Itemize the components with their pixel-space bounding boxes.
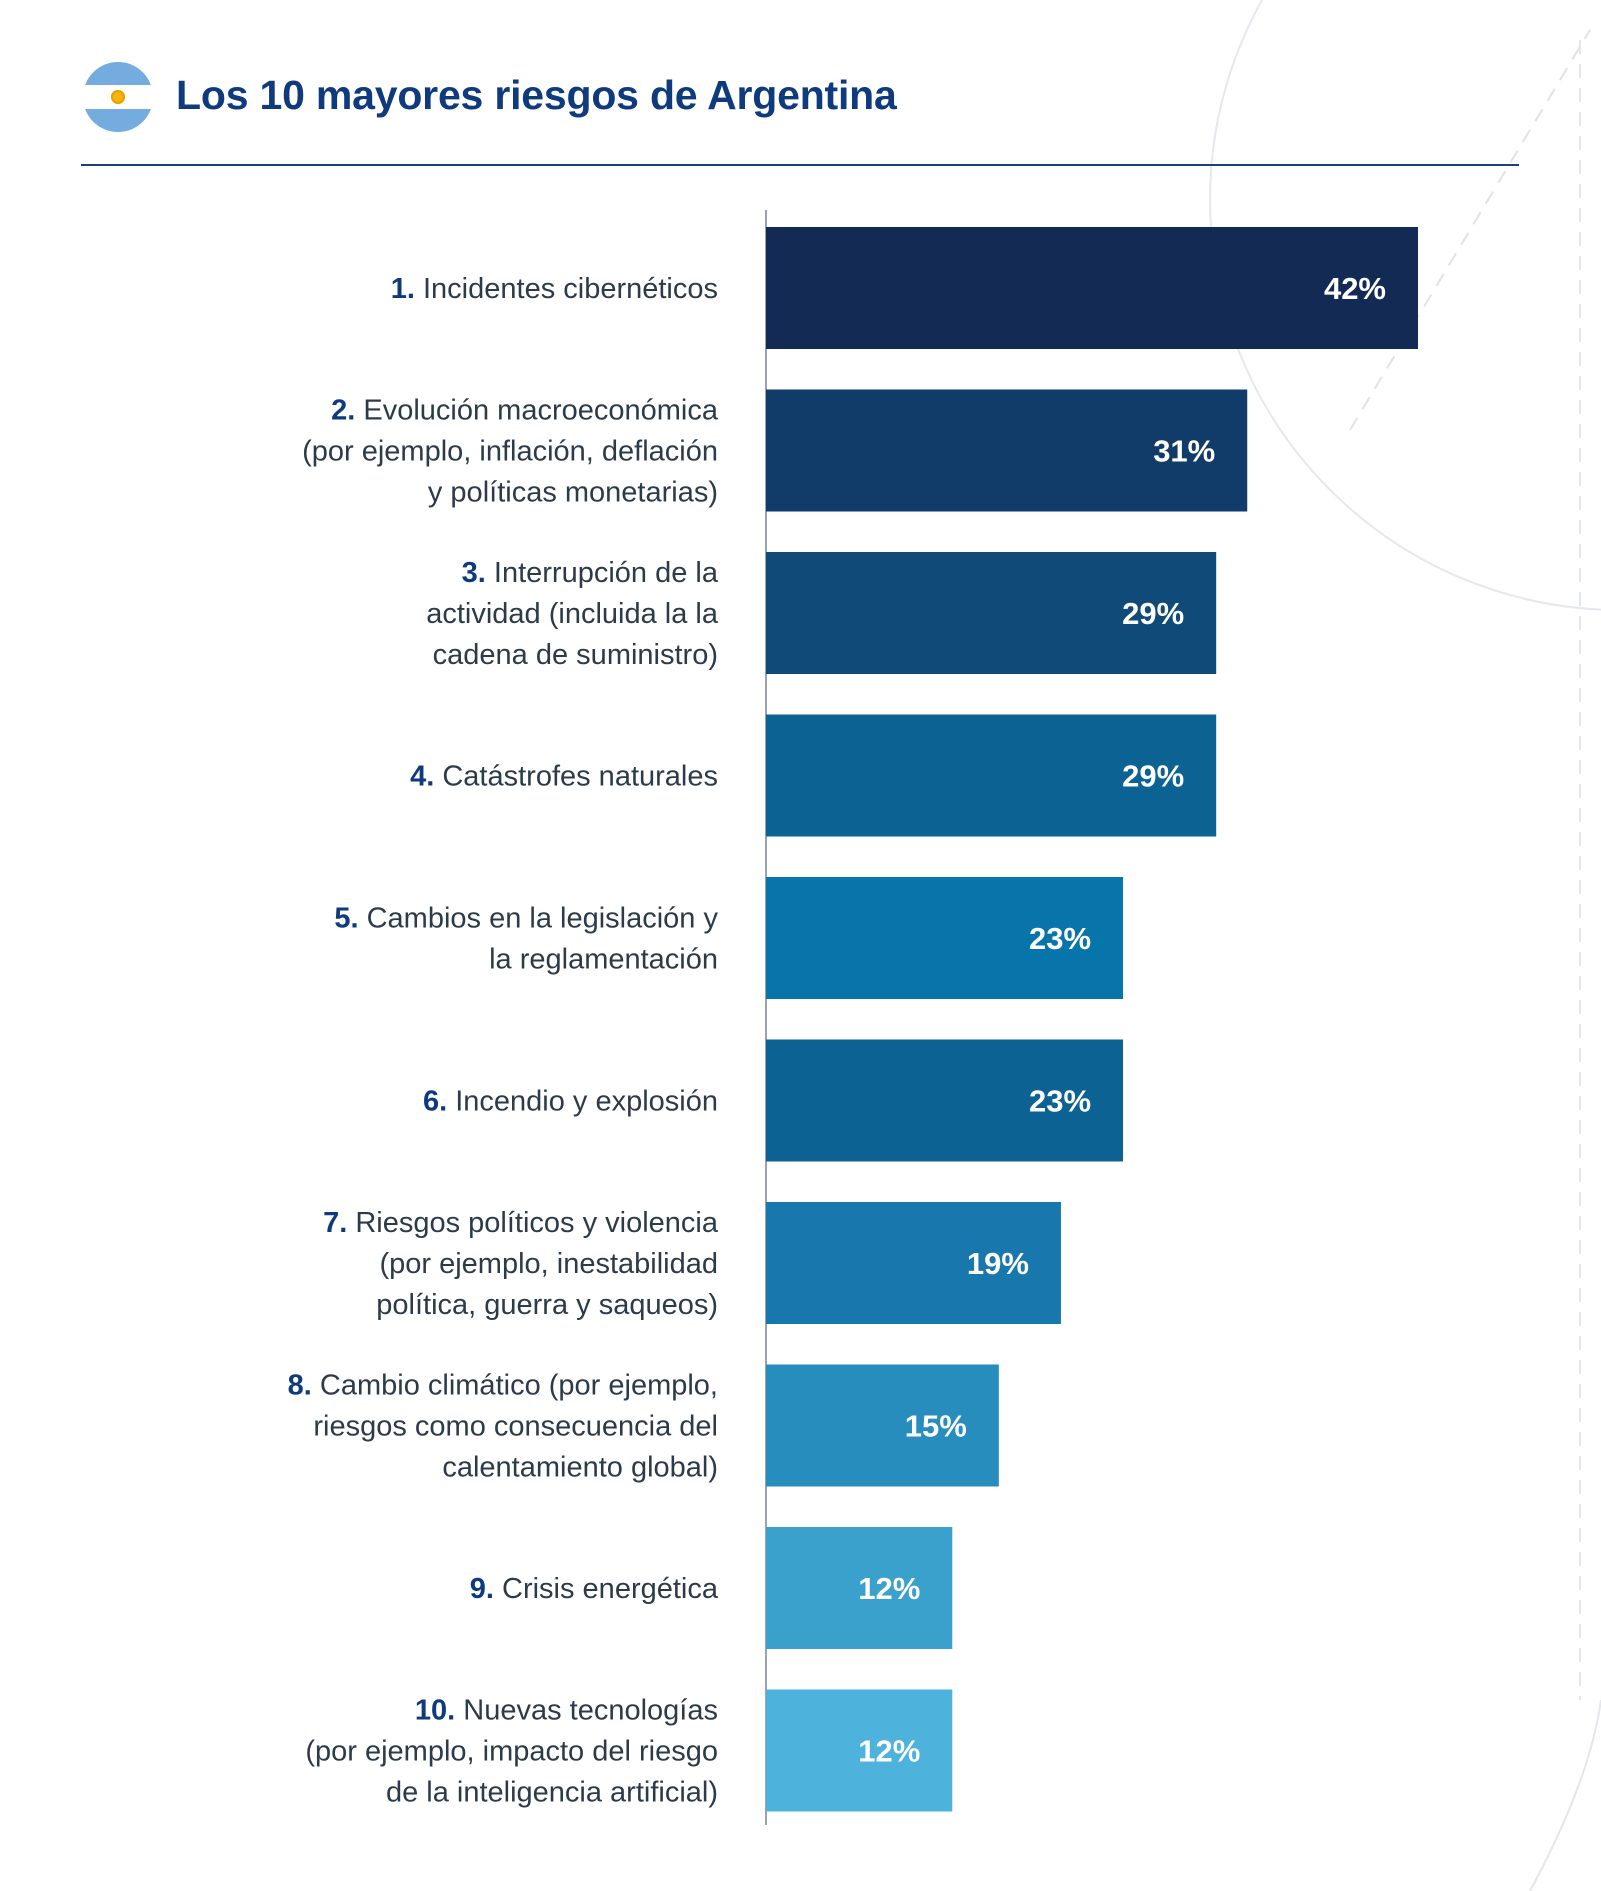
category-label: 9. Crisis energética bbox=[470, 1573, 719, 1605]
bar bbox=[766, 1527, 953, 1649]
bar-value-label: 29% bbox=[1122, 759, 1184, 794]
category-text: (por ejemplo, inestabilidad bbox=[379, 1248, 718, 1280]
bar bbox=[766, 714, 1217, 837]
category-text: y políticas monetarias) bbox=[428, 477, 718, 509]
category-label: (por ejemplo, impacto del riesgo bbox=[305, 1736, 718, 1768]
bar bbox=[766, 552, 1217, 674]
rank-number: 2. bbox=[331, 395, 363, 427]
bar-value-label: 23% bbox=[1029, 1084, 1091, 1119]
category-text: Cambio climático (por ejemplo, bbox=[320, 1370, 718, 1402]
category-label: 4. Catástrofes naturales bbox=[410, 761, 718, 793]
bar-value-label: 29% bbox=[1122, 596, 1184, 631]
category-text: de la inteligencia artificial) bbox=[386, 1777, 718, 1809]
bar-group: 31% 2. Evolución macroeconómica (por ejemp… bbox=[302, 389, 1248, 512]
bar-group: 12% 10. Nuevas tecnologías (por ejemplo, i… bbox=[305, 1689, 953, 1812]
bar bbox=[766, 389, 1248, 512]
bar-value-label: 31% bbox=[1153, 434, 1215, 469]
bar-value-label: 15% bbox=[905, 1409, 967, 1444]
category-text: actividad (incluida la la bbox=[426, 598, 719, 630]
bar-value-label: 19% bbox=[967, 1246, 1029, 1281]
rank-number: 5. bbox=[334, 903, 366, 935]
bar-value-label: 12% bbox=[858, 1734, 920, 1769]
rank-number: 7. bbox=[323, 1207, 355, 1239]
title-divider bbox=[81, 164, 1519, 166]
bar-value-label: 23% bbox=[1029, 921, 1091, 956]
category-label: 10. Nuevas tecnologías bbox=[415, 1695, 718, 1727]
category-text: (por ejemplo, inflación, deflación bbox=[302, 436, 718, 468]
category-text: cadena de suministro) bbox=[433, 639, 718, 671]
bar-group: 19% 7. Riesgos políticos y violencia (por … bbox=[323, 1202, 1061, 1324]
category-text: Riesgos políticos y violencia bbox=[355, 1207, 719, 1239]
category-label: de la inteligencia artificial) bbox=[386, 1777, 718, 1809]
bar bbox=[766, 1689, 953, 1812]
category-text: calentamiento global) bbox=[442, 1452, 718, 1484]
bar-group: 23% 5. Cambios en la legislación y la regl… bbox=[334, 877, 1124, 999]
rank-number: 3. bbox=[462, 557, 494, 589]
bar-group: 29% 4. Catástrofes naturales bbox=[410, 714, 1217, 837]
category-text: Incendio y explosión bbox=[455, 1086, 718, 1118]
bar bbox=[766, 1039, 1124, 1162]
category-label: cadena de suministro) bbox=[433, 639, 718, 671]
category-text: Evolución macroeconómica bbox=[363, 395, 718, 427]
category-text: Crisis energética bbox=[502, 1573, 719, 1605]
category-text: Cambios en la legislación y bbox=[367, 903, 719, 935]
category-label: 2. Evolución macroeconómica bbox=[331, 395, 719, 427]
category-label: 7. Riesgos políticos y violencia bbox=[323, 1207, 719, 1239]
category-label: y políticas monetarias) bbox=[428, 477, 718, 509]
category-label: calentamiento global) bbox=[442, 1452, 718, 1484]
bar-group: 15% 8. Cambio climático (por ejemplo, ries… bbox=[288, 1364, 999, 1487]
category-label: 6. Incendio y explosión bbox=[423, 1086, 718, 1118]
category-text: política, guerra y saqueos) bbox=[376, 1289, 718, 1321]
rank-number: 6. bbox=[423, 1086, 455, 1118]
category-label: 1. Incidentes cibernéticos bbox=[391, 273, 718, 305]
bar-group: 29% 3. Interrupción de la actividad (inclu… bbox=[426, 552, 1217, 674]
rank-number: 4. bbox=[410, 761, 442, 793]
bar-value-label: 12% bbox=[858, 1571, 920, 1606]
category-text: Nuevas tecnologías bbox=[463, 1695, 718, 1727]
bar-value-label: 42% bbox=[1324, 271, 1386, 306]
category-label: 3. Interrupción de la bbox=[462, 557, 719, 589]
rank-number: 1. bbox=[391, 273, 423, 305]
rank-number: 10. bbox=[415, 1695, 463, 1727]
category-text: la reglamentación bbox=[489, 944, 718, 976]
bar bbox=[766, 1202, 1061, 1324]
category-label: actividad (incluida la la bbox=[426, 598, 719, 630]
bar bbox=[766, 227, 1418, 349]
category-text: riesgos como consecuencia del bbox=[313, 1411, 718, 1443]
category-label: 8. Cambio climático (por ejemplo, bbox=[288, 1370, 718, 1402]
category-label: 5. Cambios en la legislación y bbox=[334, 903, 718, 935]
bar bbox=[766, 877, 1124, 999]
category-label: riesgos como consecuencia del bbox=[313, 1411, 718, 1443]
category-label: (por ejemplo, inestabilidad bbox=[379, 1248, 718, 1280]
category-text: Incidentes cibernéticos bbox=[423, 273, 718, 305]
category-text: (por ejemplo, impacto del riesgo bbox=[305, 1736, 718, 1768]
rank-number: 9. bbox=[470, 1573, 502, 1605]
category-text: Catástrofes naturales bbox=[442, 761, 718, 793]
category-text: Interrupción de la bbox=[494, 557, 719, 589]
category-label: política, guerra y saqueos) bbox=[376, 1289, 718, 1321]
category-label: (por ejemplo, inflación, deflación bbox=[302, 436, 718, 468]
category-label: la reglamentación bbox=[489, 944, 718, 976]
chart-header: Los 10 mayores riesgos de Argentina bbox=[83, 60, 1523, 140]
bar-group: 12% 9. Crisis energética bbox=[470, 1527, 953, 1649]
page-title: Los 10 mayores riesgos de Argentina bbox=[176, 72, 897, 118]
rank-number: 8. bbox=[288, 1370, 320, 1402]
bar-group: 42% 1. Incidentes cibernéticos bbox=[391, 227, 1418, 349]
bar bbox=[766, 1364, 999, 1487]
bar-group: 23% 6. Incendio y explosión bbox=[423, 1039, 1124, 1162]
argentina-flag-icon bbox=[83, 62, 153, 132]
